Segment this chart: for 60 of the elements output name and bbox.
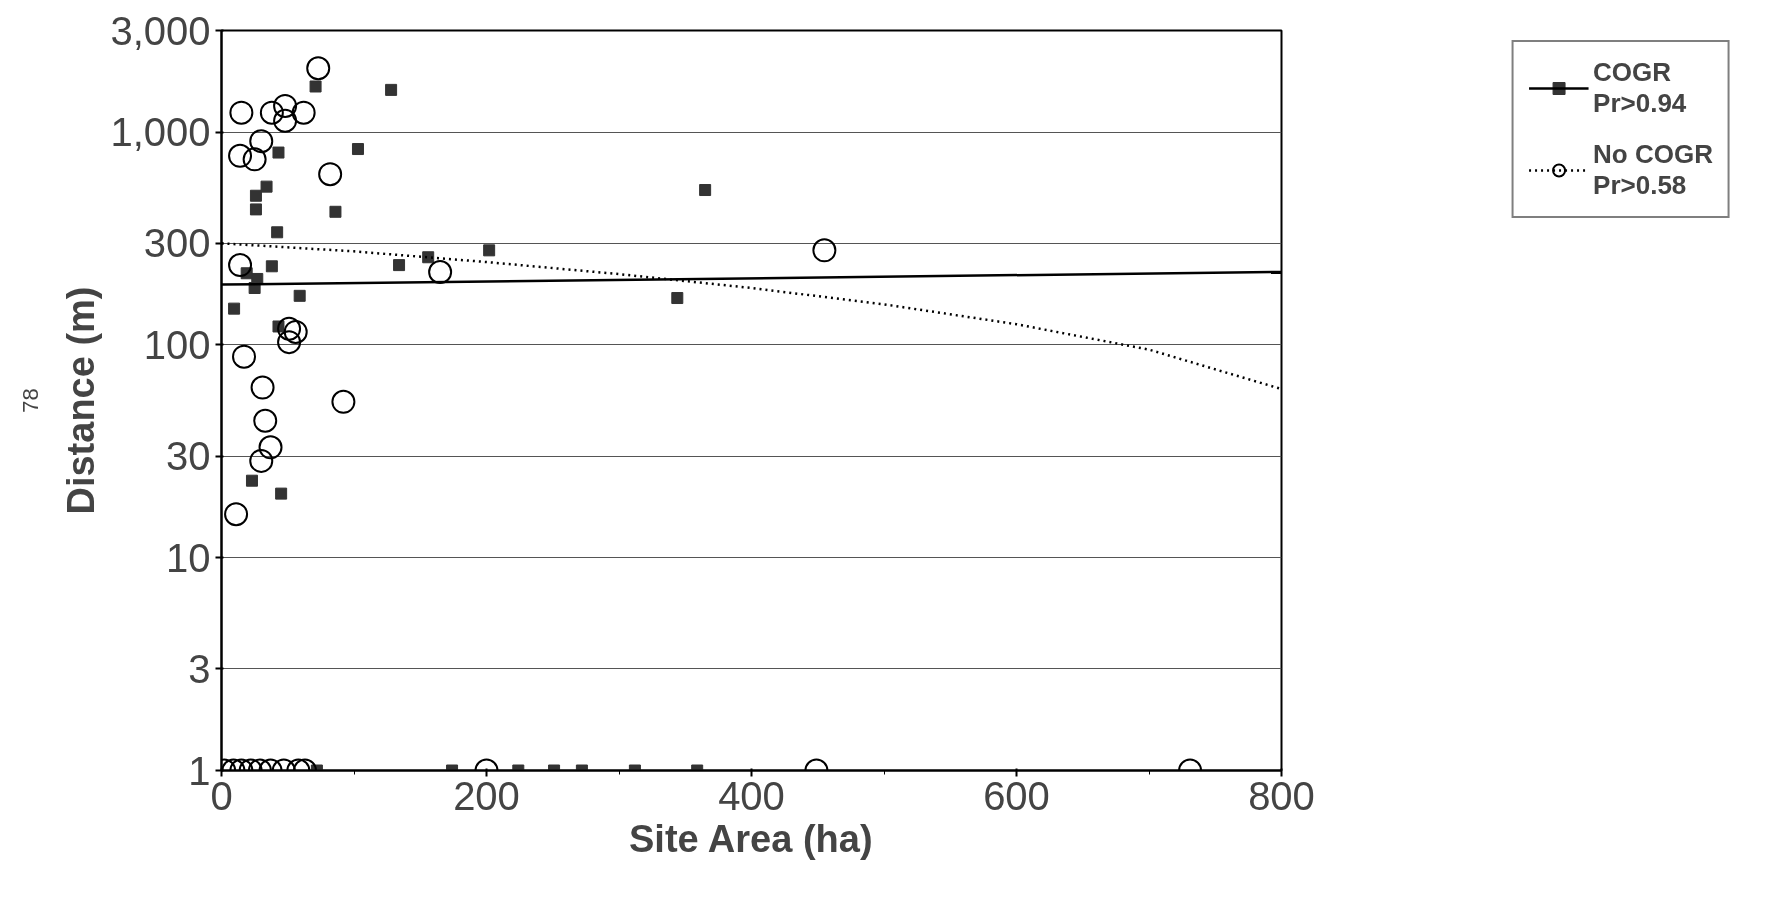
point [309,80,322,93]
point [242,147,267,172]
point [272,146,285,159]
point [228,143,253,168]
point [275,487,288,500]
legend-label: No COGR Pr>0.58 [1593,139,1713,201]
point [483,244,496,257]
y-tick-label: 300 [143,221,211,266]
point [245,474,258,487]
y-tick-label: 30 [166,434,211,479]
point [249,203,262,216]
x-axis-title: Site Area (ha) [629,817,873,860]
y-tick-label: 100 [143,322,211,367]
point [428,260,453,284]
point [393,259,406,272]
point [228,302,241,315]
point [273,108,298,133]
y-tick-label: 3 [188,646,211,691]
y-tick-label: 10 [166,535,211,580]
point [249,129,274,154]
point [283,319,308,344]
point [249,189,262,202]
point [293,289,306,302]
point [249,448,274,473]
point [271,226,284,239]
text: 78 [17,388,43,413]
point [253,408,278,433]
point [277,316,302,341]
point [229,100,254,125]
y-axis-title: Distance (m) [60,286,103,515]
legend-label: COGR Pr>0.94 [1593,57,1687,119]
point [291,100,316,125]
x-tick-label: 400 [718,773,785,818]
point [277,330,302,355]
point [671,292,684,305]
y-tick-label: 1 [188,748,211,793]
point [258,435,283,460]
point [351,143,364,156]
point [232,344,257,369]
point [259,100,284,125]
point [331,389,356,414]
y-tick-label: 1,000 [110,110,211,155]
point [260,180,273,193]
point [306,56,331,81]
point [273,93,298,118]
x-tick-label: 800 [1248,773,1315,818]
x-tick-label: 200 [453,773,520,818]
point [228,253,253,278]
y-tick-label: 3,000 [110,8,211,53]
point [265,260,278,273]
point [385,83,398,96]
point [422,251,435,264]
point [699,184,712,197]
point [250,375,275,400]
point [329,205,342,218]
x-tick-label: 600 [983,773,1050,818]
point [812,238,837,263]
point [318,162,343,187]
point [224,502,249,527]
x-tick-label: 0 [210,773,233,818]
